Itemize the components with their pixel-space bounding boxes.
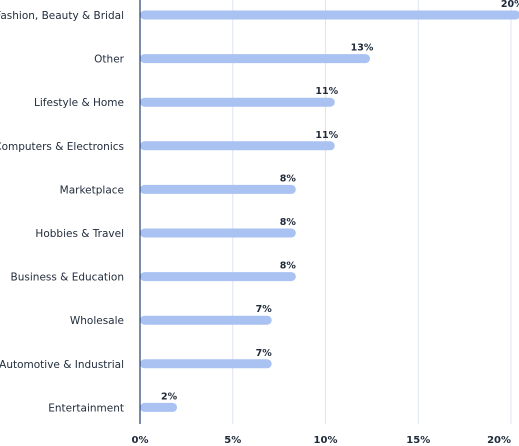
category-label: Other [94, 54, 124, 66]
x-tick-label: 10% [314, 435, 338, 446]
bar [140, 97, 335, 107]
category-label: Wholesale [70, 315, 124, 327]
bar [140, 272, 296, 282]
value-labels: 20% 13% 11% 11% 8% 8% 8% 7% 7% 2% [161, 0, 519, 402]
category-labels: Fashion, Beauty & Bridal Other Lifestyle &… [0, 10, 125, 414]
gridlines [232, 0, 512, 424]
value-label: 2% [161, 391, 178, 402]
value-label: 8% [280, 217, 297, 228]
bars [140, 10, 519, 412]
bar [140, 228, 296, 238]
x-axis-ticks: 0% 5% 10% 15% 20% [132, 435, 511, 446]
value-label: 8% [280, 173, 297, 184]
category-label: Automotive & Industrial [0, 359, 124, 371]
value-label: 11% [315, 86, 338, 97]
x-tick-label: 0% [132, 435, 149, 446]
bar [140, 315, 272, 325]
value-label: 13% [351, 43, 374, 54]
bar [140, 54, 371, 64]
category-label: Computers & Electronics [0, 141, 124, 153]
value-label: 8% [280, 261, 297, 272]
category-label: Fashion, Beauty & Bridal [0, 10, 124, 22]
x-tick-label: 15% [406, 435, 430, 446]
category-label: Business & Education [11, 272, 124, 284]
value-label: 7% [256, 348, 273, 359]
value-label: 7% [256, 304, 273, 315]
bar [140, 10, 519, 20]
x-tick-label: 20% [487, 435, 511, 446]
category-label: Entertainment [48, 402, 124, 414]
bar [140, 402, 178, 412]
bar [140, 184, 296, 194]
value-label: 20% [501, 0, 519, 10]
bar [140, 359, 272, 369]
x-tick-label: 5% [224, 435, 241, 446]
bar [140, 141, 335, 151]
category-label: Lifestyle & Home [34, 97, 124, 109]
value-label: 11% [315, 130, 338, 141]
category-label: Marketplace [60, 184, 124, 196]
category-label: Hobbies & Travel [35, 228, 124, 240]
